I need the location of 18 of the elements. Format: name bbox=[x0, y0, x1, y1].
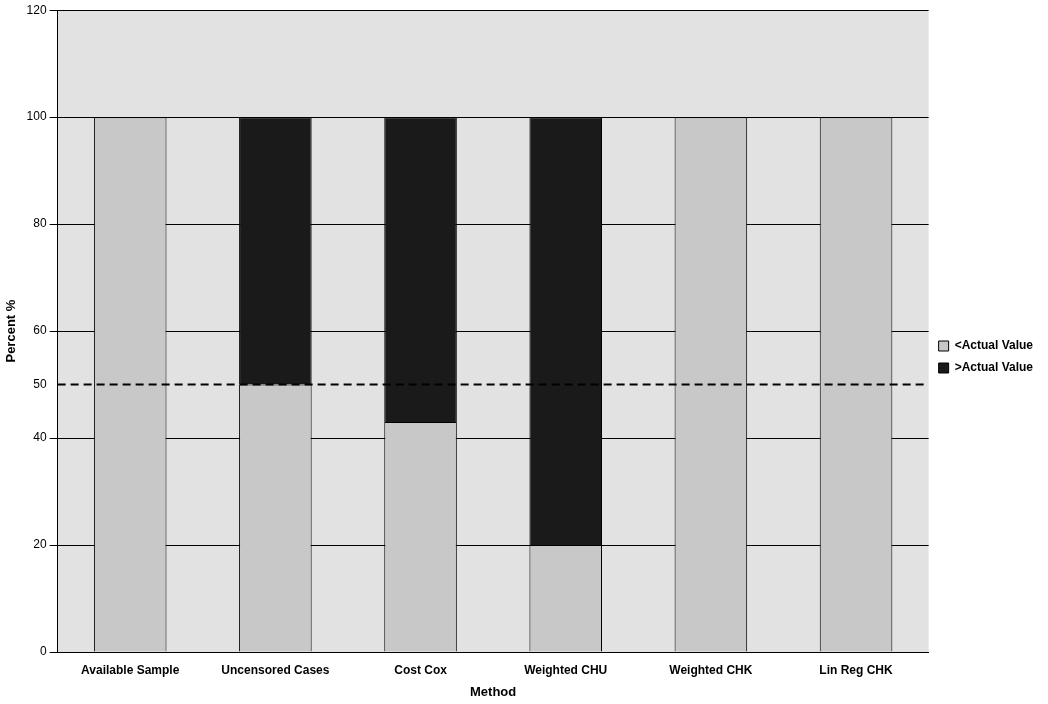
y-axis-title: Percent % bbox=[3, 299, 19, 363]
legend-label: <Actual Value bbox=[954, 338, 1034, 353]
y-tick-label: 40 bbox=[33, 430, 47, 445]
y-tick-label: 60 bbox=[33, 323, 47, 338]
x-tick-label: Uncensored Cases bbox=[221, 662, 330, 677]
legend-label: >Actual Value bbox=[954, 360, 1034, 375]
x-tick-label: Weighted CHK bbox=[669, 662, 753, 677]
y-tick-label: 50 bbox=[33, 376, 47, 391]
x-tick-label: Lin Reg CHK bbox=[819, 662, 894, 677]
x-axis-title: Method bbox=[470, 683, 517, 699]
x-tick-label: Available Sample bbox=[81, 662, 180, 677]
y-tick-label: 20 bbox=[33, 537, 47, 552]
y-tick-label: 80 bbox=[33, 216, 47, 231]
y-tick-label: 0 bbox=[39, 644, 47, 659]
y-tick-label: 120 bbox=[26, 2, 47, 17]
x-tick-label: Cost Cox bbox=[394, 662, 448, 677]
x-tick-label: Weighted CHU bbox=[524, 662, 608, 677]
y-tick-label: 100 bbox=[26, 109, 47, 124]
